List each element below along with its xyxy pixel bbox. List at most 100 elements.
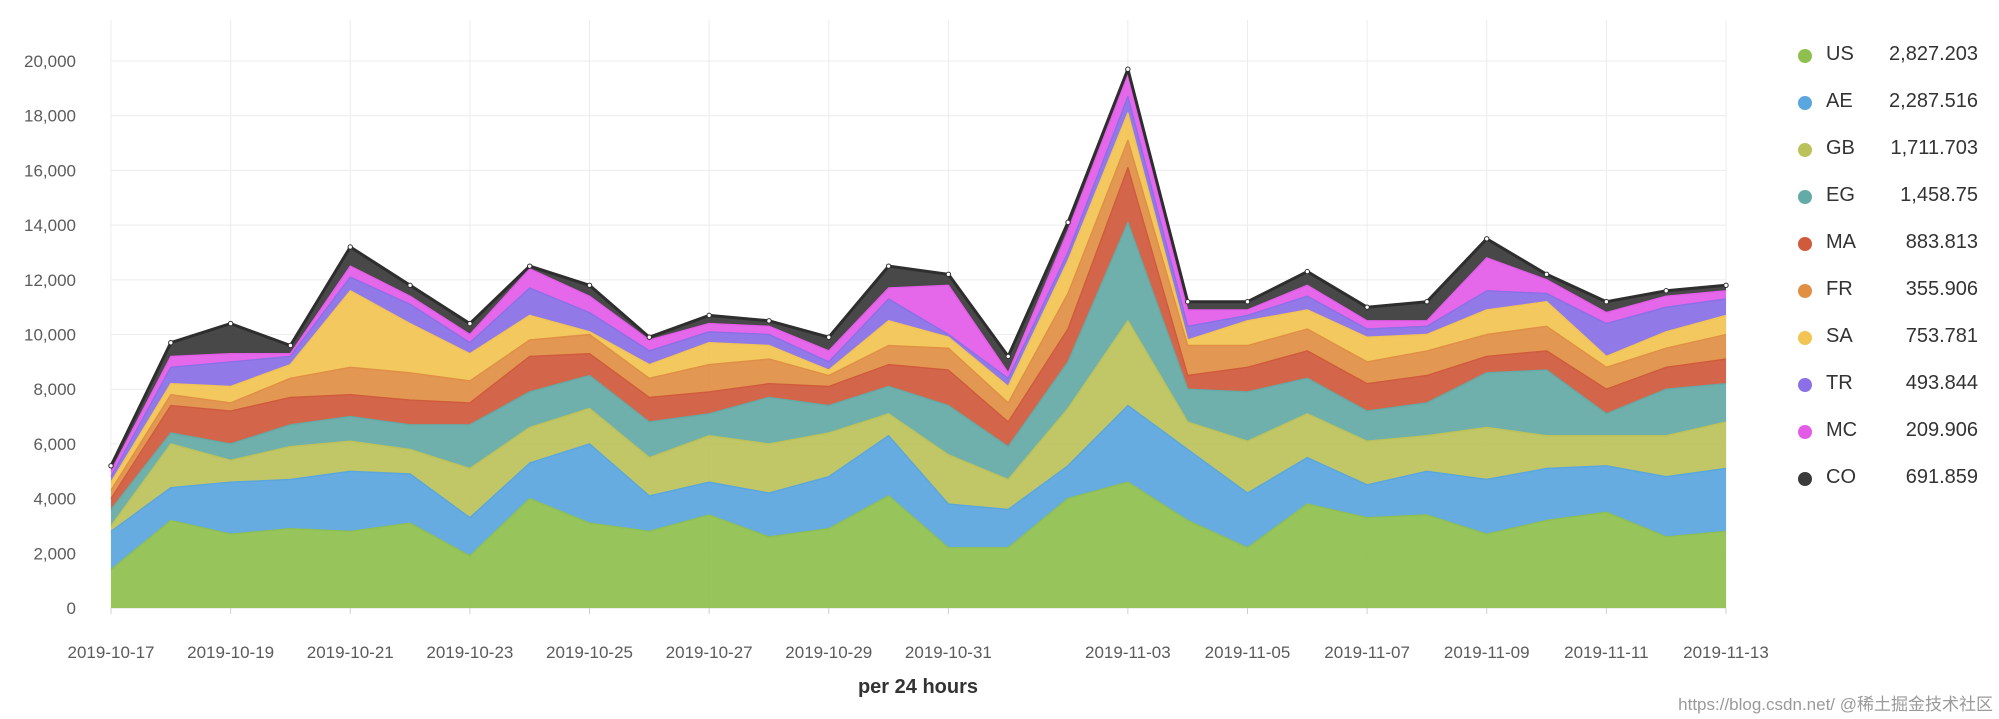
line-ma <box>110 167 1727 499</box>
x-tick-label: 2019-10-29 <box>785 643 872 662</box>
legend-item-tr[interactable]: TR 493.844 <box>1790 367 1990 414</box>
legend-item-gb[interactable]: GB 1,711.703 <box>1790 132 1990 179</box>
point-co <box>1005 353 1011 360</box>
line-us <box>110 481 1727 571</box>
point-co <box>885 263 892 269</box>
legend-country-code: MA <box>1826 231 1856 253</box>
x-tick-label: 2019-11-11 <box>1564 643 1648 662</box>
legend-item-sa[interactable]: SA 753.781 <box>1790 320 1990 367</box>
legend-dot-icon <box>1798 425 1812 439</box>
point-co <box>287 342 294 349</box>
legend-dot-icon <box>1798 284 1812 298</box>
point-co <box>168 340 174 346</box>
line-ae <box>110 404 1727 532</box>
x-tick-label: 2019-10-27 <box>666 643 753 662</box>
x-tick-label: 2019-10-23 <box>426 643 513 662</box>
legend-dot-icon <box>1798 331 1812 345</box>
x-tick-label: 2019-10-25 <box>546 643 633 662</box>
x-axis-ticks: 2019-10-17 2019-10-19 2019-10-21 2019-10-23… <box>68 608 1769 662</box>
point-co <box>1663 288 1669 294</box>
line-eg <box>110 221 1727 510</box>
legend-value: 2,287.516 <box>1889 90 1978 112</box>
point-co <box>108 463 114 469</box>
legend-country-code: MC <box>1826 419 1858 441</box>
y-axis-ticks: 0 2,000 4,000 6,000 8,000 10,000 12,000 14,000 1… <box>24 52 76 618</box>
legend-item-ma[interactable]: MA 883.813 <box>1790 226 1990 273</box>
point-co <box>706 312 712 319</box>
point-co <box>1543 271 1550 278</box>
x-tick-label: 2019-10-21 <box>307 643 394 662</box>
legend-country-code: AE <box>1826 90 1853 112</box>
legend-value: 753.781 <box>1905 325 1978 347</box>
point-co <box>646 334 653 340</box>
point-co <box>586 282 593 288</box>
legend-dot-icon <box>1798 237 1812 251</box>
legend-item-ae[interactable]: AE 2,287.516 <box>1790 85 1990 132</box>
legend-item-fr[interactable]: FR 355.906 <box>1790 273 1990 320</box>
point-co <box>347 244 353 250</box>
y-tick-label: 6,000 <box>33 435 76 454</box>
y-tick-label: 20,000 <box>24 52 76 71</box>
x-tick-label: 2019-11-03 <box>1085 643 1171 662</box>
legend: US 2,827.203 AE 2,287.516 GB 1,711.703 EG 1,458… <box>1790 38 1990 508</box>
point-co <box>1184 298 1191 305</box>
y-tick-label: 4,000 <box>33 490 76 509</box>
line-gb <box>110 320 1727 527</box>
y-tick-label: 18,000 <box>24 107 76 126</box>
legend-dot-icon <box>1798 472 1812 486</box>
point-co <box>945 271 952 278</box>
legend-country-code: CO <box>1826 466 1856 488</box>
area-series-layer <box>111 69 1726 608</box>
legend-item-us[interactable]: US 2,827.203 <box>1790 38 1990 85</box>
point-co <box>1304 268 1310 275</box>
point-co <box>1723 282 1729 288</box>
line-fr <box>110 139 1727 491</box>
legend-dot-icon <box>1798 49 1812 63</box>
y-tick-label: 16,000 <box>24 161 76 180</box>
point-co <box>1424 298 1430 305</box>
x-tick-label: 2019-11-05 <box>1205 643 1291 662</box>
point-co <box>1603 298 1610 305</box>
legend-value: 2,827.203 <box>1889 43 1978 65</box>
point-co <box>407 282 413 288</box>
line-mc <box>110 74 1727 472</box>
point-co <box>227 320 234 327</box>
legend-item-co[interactable]: CO 691.859 <box>1790 461 1990 508</box>
legend-value: 883.813 <box>1905 231 1978 253</box>
y-tick-label: 12,000 <box>24 271 76 290</box>
legend-item-eg[interactable]: EG 1,458.75 <box>1790 179 1990 226</box>
point-co <box>766 318 772 324</box>
x-tick-label: 2019-10-19 <box>187 643 274 662</box>
point-co <box>467 320 473 327</box>
watermark: https://blog.csdn.net/ @稀土掘金技术社区 <box>1678 695 1993 714</box>
x-tick-label: 2019-10-17 <box>68 643 155 662</box>
legend-dot-icon <box>1798 96 1812 110</box>
y-tick-label: 0 <box>67 599 76 618</box>
legend-value: 1,458.75 <box>1900 184 1978 206</box>
x-axis-title: per 24 hours <box>858 676 978 698</box>
legend-value: 355.906 <box>1905 278 1978 300</box>
legend-value: 1,711.703 <box>1890 137 1979 159</box>
y-tick-label: 8,000 <box>33 380 76 399</box>
point-co <box>1125 66 1131 72</box>
legend-country-code: FR <box>1826 278 1853 300</box>
legend-value: 691.859 <box>1905 466 1978 488</box>
point-co <box>826 334 832 340</box>
legend-country-code: SA <box>1826 325 1853 347</box>
point-co <box>1244 298 1251 305</box>
y-tick-label: 2,000 <box>33 544 76 563</box>
area-ae <box>111 405 1726 570</box>
legend-value: 493.844 <box>1905 372 1978 394</box>
line-tr <box>110 95 1727 478</box>
legend-dot-icon <box>1798 143 1812 157</box>
y-tick-label: 10,000 <box>24 326 76 345</box>
legend-item-mc[interactable]: MC 209.906 <box>1790 414 1990 461</box>
x-tick-label: 2019-11-09 <box>1444 643 1530 662</box>
legend-dot-icon <box>1798 378 1812 392</box>
legend-value: 209.906 <box>1905 419 1978 441</box>
x-tick-label: 2019-11-07 <box>1324 643 1410 662</box>
x-tick-label: 2019-10-31 <box>905 643 992 662</box>
series-outline-layer <box>108 66 1729 571</box>
legend-dot-icon <box>1798 190 1812 204</box>
